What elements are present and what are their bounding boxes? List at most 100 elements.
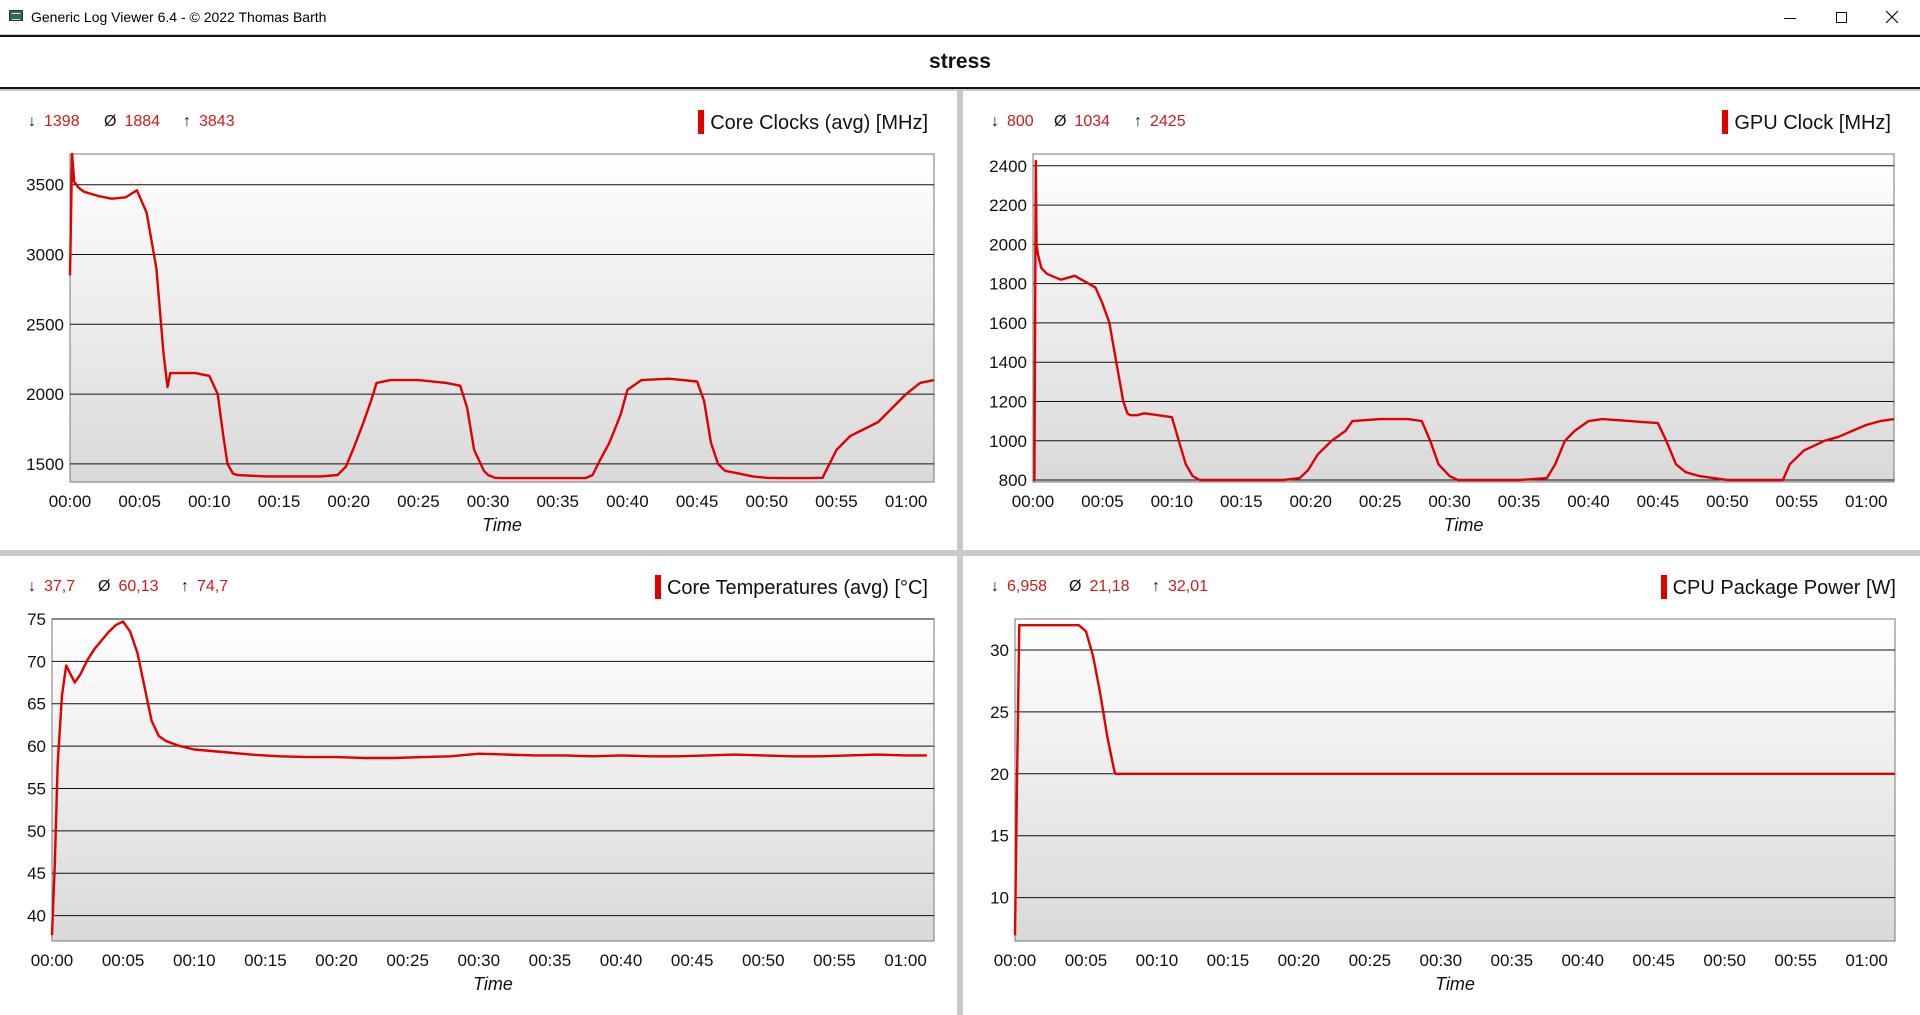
chart-cpu-package-power: 10 15 20 25 30 00:00 00:05 00:10 00:15 00:20 00:25… [990,618,1896,994]
log-header: stress [0,35,1920,89]
legend-swatch [1722,110,1729,134]
app-icon [9,10,23,21]
x-tick-label: 00:05 [118,492,161,511]
y-tick-label: 2000 [26,385,64,404]
x-tick-label: 00:00 [1012,492,1055,511]
y-tick-label: 65 [27,695,46,714]
x-tick-label: 00:00 [49,492,92,511]
stat-avg: Ø 1884 [104,113,161,130]
plot-area [1014,618,1896,942]
x-tick-label: 00:20 [1289,492,1332,511]
close-icon [1885,10,1899,24]
x-tick-label: 00:55 [1776,492,1819,511]
stat-avg: Ø 60,13 [98,578,159,595]
plot-area [69,153,935,483]
x-tick-label: 00:20 [1278,951,1321,970]
panel-stats: ↓ 6,958 Ø 21,18 ↑ 32,01 [991,578,1251,598]
x-tick-label: 00:00 [994,951,1037,970]
x-tick-label: 00:35 [536,492,579,511]
x-tick-label: 00:30 [458,951,501,970]
panel-gpu-clock: ↓ 800 Ø 1034 ↑ 2425 GPU Clock [MHz] 800 1000… [963,91,1920,550]
panel-core-temperatures: ↓ 37,7 Ø 60,13 ↑ 74,7 Core Temperatures (av… [0,556,957,1015]
y-tick-label: 40 [27,907,46,926]
y-tick-label: 55 [27,779,46,798]
y-tick-label: 3500 [26,176,64,195]
x-tick-label: 00:45 [676,492,719,511]
x-tick-label: 00:25 [1349,951,1392,970]
legend-swatch [654,575,661,599]
y-tick-label: 1800 [989,275,1027,294]
minimize-button[interactable] [1764,0,1816,34]
plot-area [51,618,935,942]
x-tick-label: 00:30 [1428,492,1471,511]
x-tick-label: 00:10 [1136,951,1179,970]
x-tick-label: 00:50 [742,951,785,970]
x-tick-label: 00:20 [327,492,370,511]
panel-title: CPU Package Power [W] [1660,575,1896,600]
stat-max: ↑ 3843 [183,113,235,130]
x-tick-label: 00:15 [258,492,301,511]
y-tick-label: 1400 [989,353,1027,372]
y-tick-label: 2400 [989,157,1027,176]
x-tick-label: 01:00 [1845,951,1888,970]
x-axis-title: Time [482,515,522,535]
panel-cpu-package-power: ↓ 6,958 Ø 21,18 ↑ 32,01 CPU Package Power [… [963,556,1920,1015]
stat-max: ↑ 74,7 [181,578,229,595]
x-tick-label: 00:35 [1498,492,1541,511]
y-tick-label: 15 [990,827,1009,846]
panel-title: GPU Clock [MHz] [1722,110,1891,135]
x-tick-label: 00:40 [1561,951,1604,970]
x-tick-label: 01:00 [1845,492,1888,511]
panel-title: Core Clocks (avg) [MHz] [698,110,928,135]
close-button[interactable] [1866,0,1918,34]
y-tick-label: 1000 [989,432,1027,451]
x-tick-label: 00:55 [1774,951,1817,970]
x-tick-label: 00:40 [1567,492,1610,511]
x-tick-label: 00:35 [1491,951,1534,970]
minimize-icon [1784,17,1796,19]
x-tick-label: 00:25 [397,492,440,511]
stat-avg: Ø 1034 [1054,113,1111,130]
y-tick-label: 2200 [989,196,1027,215]
y-tick-label: 45 [27,864,46,883]
x-axis-title: Time [473,974,513,994]
x-tick-label: 00:45 [671,951,714,970]
x-tick-label: 00:50 [746,492,789,511]
x-tick-label: 00:05 [1081,492,1124,511]
series-line [1033,159,1895,482]
series-line [1013,623,1895,936]
window-title: Generic Log Viewer 6.4 - © 2022 Thomas B… [31,9,327,25]
y-tick-label: 25 [990,703,1009,722]
y-tick-label: 1500 [26,455,64,474]
x-tick-label: 00:55 [813,951,856,970]
y-tick-label: 2500 [26,315,64,334]
y-tick-label: 2000 [989,235,1027,254]
window-titlebar[interactable]: Generic Log Viewer 6.4 - © 2022 Thomas B… [0,0,1920,35]
x-tick-label: 00:25 [386,951,429,970]
panel-core-clocks: ↓ 1398 Ø 1884 ↑ 3843 Core Clocks (avg) [MHz… [0,91,957,550]
y-tick-label: 70 [27,652,46,671]
y-tick-label: 30 [990,641,1009,660]
panel-stats: ↓ 37,7 Ø 60,13 ↑ 74,7 [28,578,288,598]
series-line [68,152,935,480]
y-tick-label: 800 [999,471,1027,490]
x-tick-label: 00:50 [1706,492,1749,511]
y-tick-label: 1200 [989,392,1027,411]
x-tick-label: 00:00 [31,951,74,970]
x-tick-label: 00:40 [600,951,643,970]
y-tick-label: 60 [27,737,46,756]
x-tick-label: 00:10 [188,492,231,511]
x-tick-label: 00:45 [1632,951,1675,970]
stat-avg: Ø 21,18 [1069,578,1130,595]
chart-core-temperatures: 40 45 50 55 60 65 70 75 00:00 00:05 00:10 00:15 00:2… [27,610,935,994]
x-tick-label: 01:00 [884,951,927,970]
x-tick-label: 00:40 [606,492,649,511]
x-tick-label: 00:10 [1151,492,1194,511]
y-tick-label: 1600 [989,314,1027,333]
x-tick-label: 00:15 [1220,492,1263,511]
y-tick-label: 75 [27,610,46,629]
maximize-button[interactable] [1815,0,1867,34]
stat-max: ↑ 2425 [1134,113,1186,130]
maximize-icon [1835,11,1847,23]
x-tick-label: 00:15 [1207,951,1250,970]
